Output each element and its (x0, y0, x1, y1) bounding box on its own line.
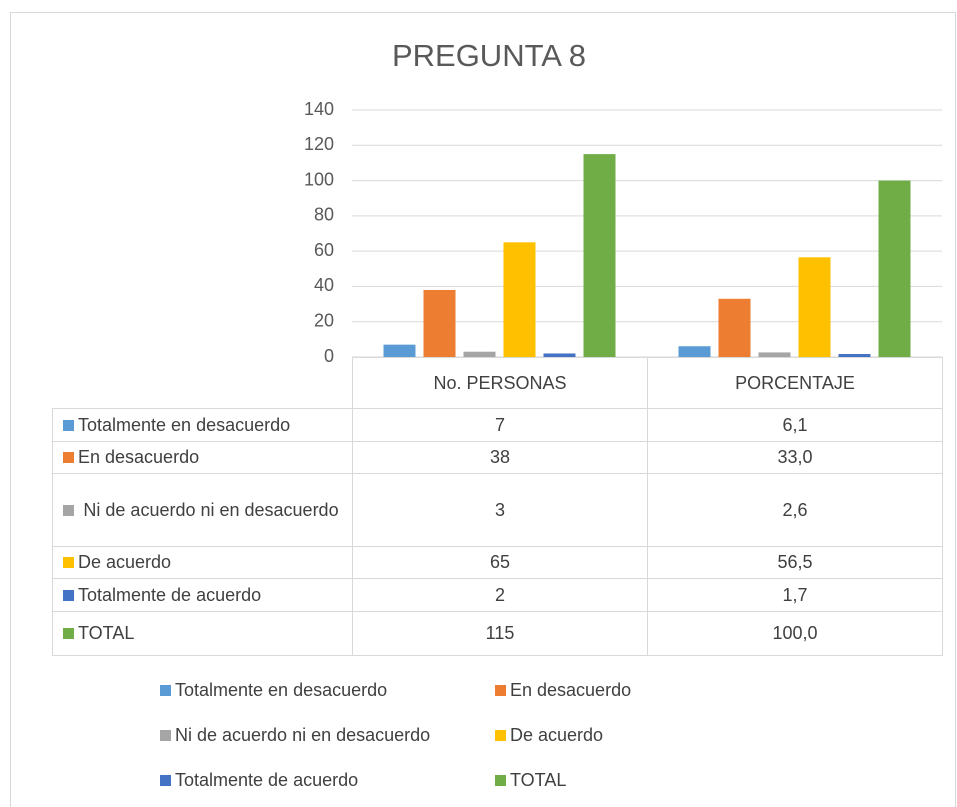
legend-marker (160, 729, 171, 741)
table-header: PORCENTAJE (647, 357, 943, 409)
chart-title: PREGUNTA 8 (392, 38, 586, 73)
series-name: Totalmente en desacuerdo (78, 414, 291, 435)
bar (423, 289, 456, 357)
y-tick-label: 140 (304, 99, 334, 119)
table-cell: 65 (352, 546, 648, 579)
value-label: 2 (494, 584, 505, 605)
bar (383, 344, 416, 357)
y-tick-label: 20 (314, 310, 334, 330)
legend-item: En desacuerdo (495, 678, 631, 702)
table-cell: 7 (352, 408, 648, 442)
legend-label: Totalmente en desacuerdo (175, 679, 388, 700)
legend-item: TOTAL (495, 768, 566, 792)
legend-marker (495, 684, 506, 696)
table-cell: 56,5 (647, 546, 943, 579)
bar (878, 180, 911, 357)
legend-marker (63, 419, 74, 431)
table-cell: 33,0 (647, 441, 943, 474)
table-header: No. PERSONAS (352, 357, 648, 409)
legend-marker (495, 729, 506, 741)
value-label: 6,1 (782, 414, 808, 435)
table-row-label: Totalmente de acuerdo (52, 578, 353, 612)
table-row-label: TOTAL (52, 611, 353, 656)
legend-marker (160, 774, 171, 786)
table-cell: 1,7 (647, 578, 943, 612)
legend-label: De acuerdo (510, 724, 604, 745)
bar (503, 242, 536, 357)
table-cell: 100,0 (647, 611, 943, 656)
y-tick-label: 40 (314, 275, 334, 295)
bar (838, 354, 871, 357)
value-label: 2,6 (782, 499, 808, 520)
table-cell: 115 (352, 611, 648, 656)
table-row-label: En desacuerdo (52, 441, 353, 474)
series-name: TOTAL (78, 623, 135, 643)
legend-label: Ni de acuerdo ni en desacuerdo (175, 724, 431, 745)
y-tick-label: 120 (304, 134, 334, 154)
legend-item: Totalmente en desacuerdo (160, 678, 387, 702)
legend-marker (63, 557, 74, 568)
legend-label: Totalmente de acuerdo (175, 769, 359, 790)
table-cell: 6,1 (647, 408, 943, 442)
legend-label: TOTAL (510, 769, 567, 790)
table-cell: 2,6 (647, 473, 943, 547)
y-tick-label: 0 (324, 346, 334, 366)
legend-label: En desacuerdo (510, 679, 632, 700)
value-label: 7 (494, 414, 505, 435)
value-label: 3 (494, 499, 505, 520)
series-name: De acuerdo (78, 552, 172, 572)
legend-marker (63, 589, 74, 601)
bar (798, 257, 831, 357)
table-row-label: Totalmente en desacuerdo (52, 408, 353, 442)
series-name: Ni de acuerdo ni en desacuerdo (83, 499, 339, 520)
legend-item: Ni de acuerdo ni en desacuerdo (160, 723, 430, 747)
table-row-label: De acuerdo (52, 546, 353, 579)
chart-border (10, 12, 956, 807)
y-tick-label: 60 (314, 240, 334, 260)
bar (543, 353, 576, 357)
legend-marker (63, 504, 74, 516)
value-label: 38 (489, 447, 511, 467)
table-cell: 38 (352, 441, 648, 474)
legend-marker (63, 628, 74, 639)
value-label: 65 (489, 552, 511, 572)
value-label: 33,0 (777, 447, 813, 467)
legend-marker (495, 774, 506, 786)
table-row-label: Ni de acuerdo ni en desacuerdo (52, 473, 353, 547)
table-cell: 3 (352, 473, 648, 547)
series-name: Totalmente de acuerdo (78, 584, 262, 605)
bar (718, 298, 751, 357)
legend-item: De acuerdo (495, 723, 603, 747)
value-label: 115 (485, 623, 515, 643)
value-label: 100,0 (772, 623, 818, 643)
bar (463, 351, 496, 357)
bar (758, 352, 791, 357)
legend-item: Totalmente de acuerdo (160, 768, 358, 792)
value-label: 1,7 (782, 584, 808, 605)
y-tick-label: 80 (314, 205, 334, 225)
series-name: En desacuerdo (78, 447, 200, 467)
bar (678, 346, 711, 357)
table-cell: 2 (352, 578, 648, 612)
y-tick-label: 100 (304, 169, 334, 189)
bar (583, 154, 616, 357)
legend-marker (160, 684, 171, 696)
category-label: No. PERSONAS (433, 372, 567, 393)
value-label: 56,5 (777, 552, 813, 572)
category-label: PORCENTAJE (735, 372, 855, 393)
legend-marker (63, 452, 74, 463)
